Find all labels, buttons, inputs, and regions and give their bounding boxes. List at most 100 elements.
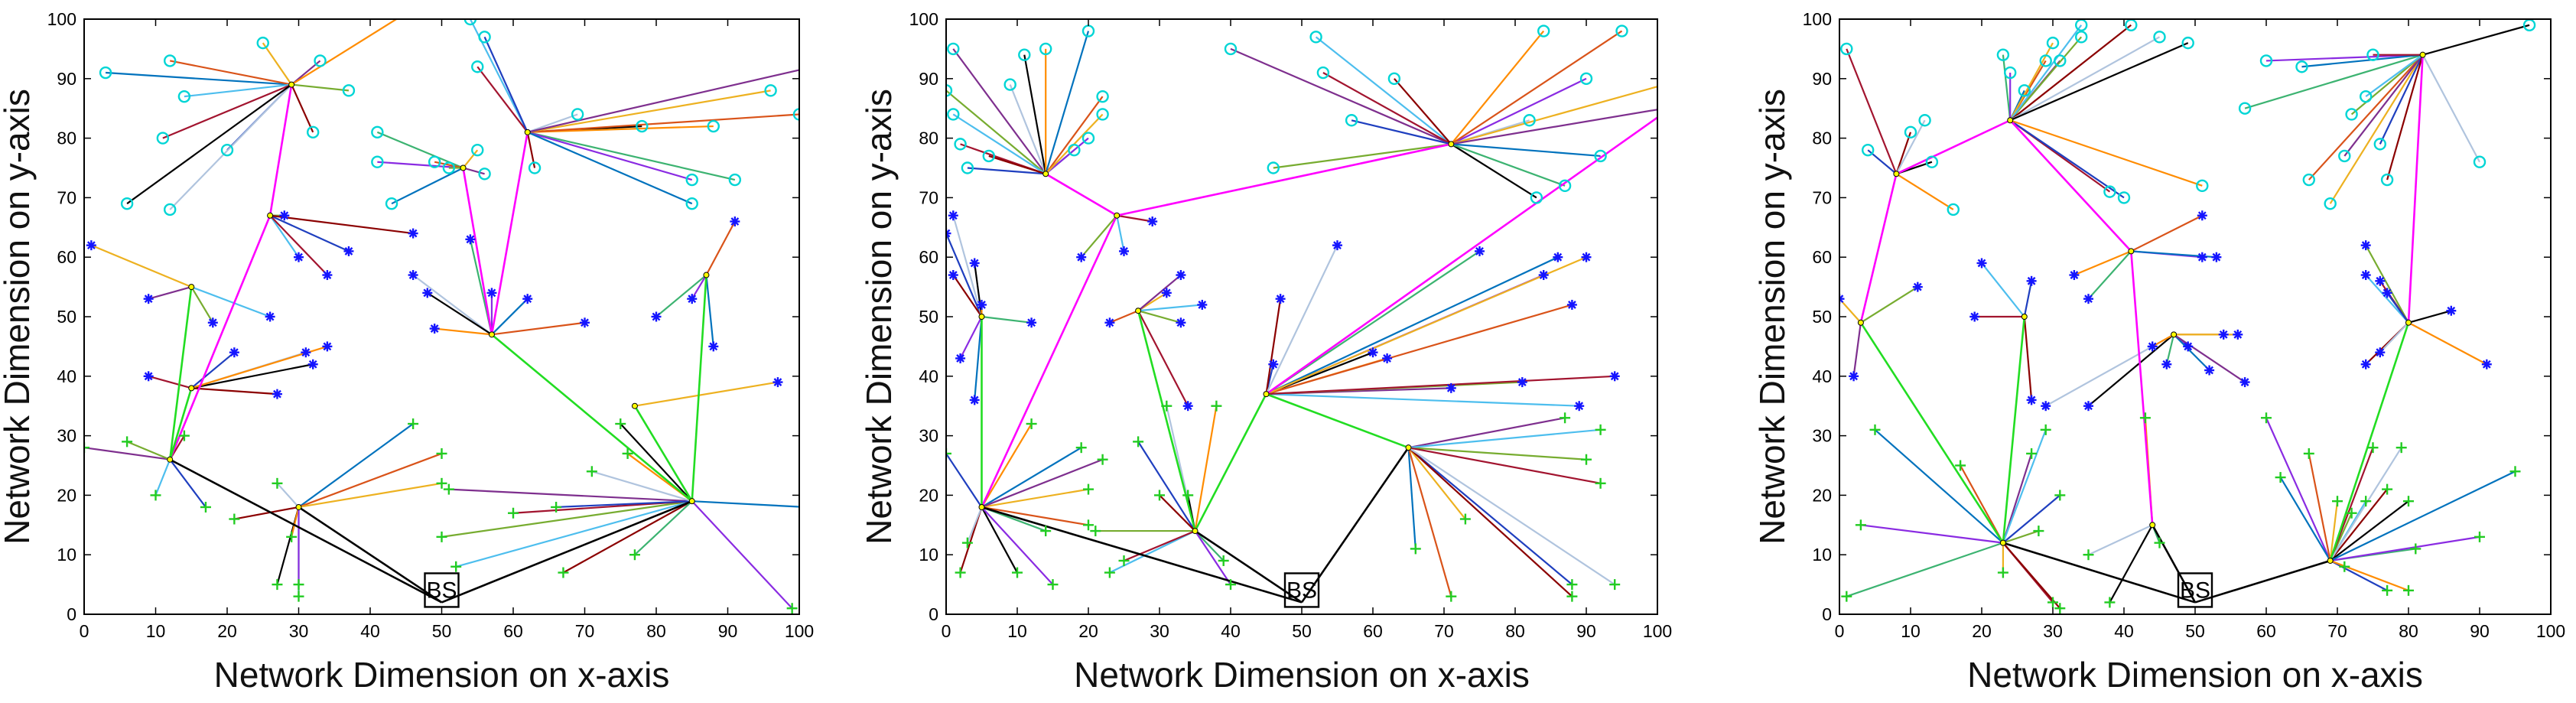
backbone-link [2407, 54, 2424, 323]
sensor-node-star [2481, 359, 2492, 369]
star-stroke [423, 288, 432, 298]
cluster-head [1405, 444, 1412, 451]
x-tick-label: 100 [785, 621, 814, 641]
member-link [162, 83, 292, 139]
sensor-node-star [301, 347, 311, 358]
x-tick-label: 100 [2536, 621, 2565, 641]
backbone-link [2002, 316, 2026, 543]
bs-link [1194, 529, 1303, 604]
sensor-node-plus [2104, 597, 2116, 608]
sensor-node-plus [1459, 513, 1471, 525]
x-axis-label: Network Dimension on x-axis [1074, 655, 1530, 695]
member-link [2279, 477, 2331, 561]
member-link [191, 387, 278, 395]
sensor-node-star [1538, 270, 1549, 281]
member-link [1117, 214, 1153, 223]
sensor-node-plus [2040, 424, 2051, 435]
sensor-node-star [2083, 401, 2093, 412]
sensor-node-circle [1594, 149, 1607, 163]
backbone-link [1895, 119, 2011, 175]
sensor-node-circle [1996, 48, 2010, 61]
member-link [691, 500, 799, 508]
star-stroke [2233, 330, 2243, 339]
member-link [974, 262, 983, 317]
sensor-node-plus [436, 477, 447, 489]
member-link [483, 36, 529, 133]
x-tick-label: 80 [2399, 621, 2418, 641]
member-link [1137, 441, 1196, 532]
y-tick-label: 20 [1812, 485, 1832, 505]
sensor-node-star [2041, 401, 2051, 412]
star-stroke [1333, 241, 1342, 250]
member-link [1266, 375, 1615, 395]
star-stroke [1446, 383, 1456, 392]
member-link [2379, 54, 2424, 145]
y-tick-label: 90 [57, 69, 76, 89]
sensor-node-plus [2382, 483, 2393, 495]
member-link [2365, 54, 2424, 98]
sensor-node-star [772, 377, 783, 388]
sensor-node-star [2069, 270, 2080, 281]
sensor-node-star [486, 288, 497, 298]
member-link [981, 423, 1033, 508]
member-link [691, 500, 793, 609]
backbone-link [1194, 393, 1267, 532]
member-link [1846, 48, 1898, 174]
member-link [2330, 470, 2516, 561]
sensor-node-plus [2403, 496, 2414, 507]
cluster-head [2171, 331, 2178, 338]
member-link [1860, 286, 1918, 324]
backbone-link [462, 168, 493, 335]
sensor-node-star [1574, 401, 1585, 412]
star-stroke [1120, 247, 1128, 255]
member-link [2330, 560, 2388, 591]
star-stroke [709, 342, 718, 351]
sensor-node-circle [2103, 185, 2116, 198]
y-tick-label: 20 [919, 485, 938, 505]
y-tick-label: 40 [57, 366, 76, 386]
member-link [291, 84, 314, 133]
member-link [2002, 494, 2061, 544]
member-link [126, 83, 292, 205]
cluster-head [2128, 248, 2135, 255]
member-link [1266, 304, 1573, 395]
member-link [190, 286, 214, 324]
sensor-node-star [2197, 252, 2207, 262]
sensor-node-plus [2410, 543, 2422, 555]
sensor-node-circle [1659, 80, 1670, 90]
sensor-node-star [687, 294, 698, 304]
sensor-node-circle [1345, 114, 1358, 127]
cluster-head [2405, 319, 2412, 326]
base-station-label: BS [1286, 578, 1317, 603]
sensor-node-plus [2261, 412, 2272, 424]
sensor-node-circle [792, 108, 799, 121]
star-stroke [466, 235, 475, 244]
sensor-node-plus [558, 567, 569, 578]
sensor-node-star [422, 288, 433, 298]
y-tick-label: 60 [1812, 247, 1832, 267]
x-tick-label: 30 [1150, 621, 1169, 641]
plot-content [84, 19, 799, 614]
member-link [2009, 24, 2132, 122]
member-link [2009, 36, 2161, 122]
member-link [190, 286, 271, 318]
star-stroke [344, 247, 353, 255]
backbone-link [491, 334, 693, 503]
star-stroke [2240, 378, 2249, 386]
member-link [981, 458, 1104, 508]
sensor-node-star [946, 228, 951, 239]
sensor-node-plus [1595, 424, 1606, 435]
x-tick-label: 0 [1835, 621, 1845, 641]
sensor-node-star [2183, 341, 2194, 352]
sensor-node-circle [385, 197, 398, 210]
x-tick-label: 70 [1434, 621, 1454, 641]
member-link [412, 274, 493, 336]
sensor-node-star [969, 258, 980, 269]
member-link [967, 167, 1046, 175]
member-link [981, 315, 1032, 324]
x-tick-label: 0 [942, 621, 951, 641]
member-link [1230, 47, 1452, 145]
sensor-node-circle [404, 19, 408, 20]
member-link [1266, 256, 1559, 395]
member-link [655, 274, 707, 317]
